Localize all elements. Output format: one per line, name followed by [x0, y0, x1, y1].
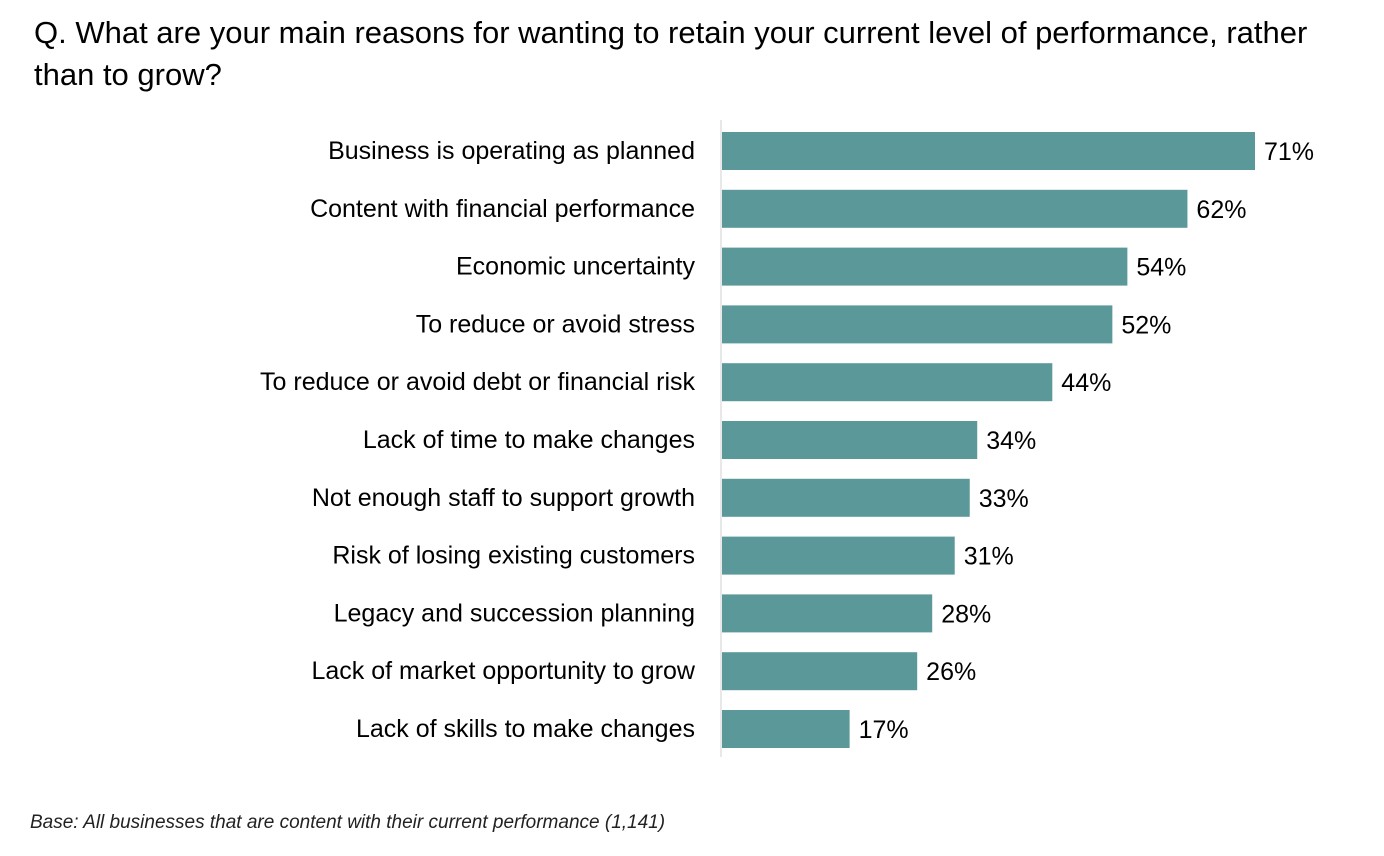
bar-row: To reduce or avoid debt or financial ris…: [260, 363, 1111, 402]
category-label: Legacy and succession planning: [334, 599, 695, 627]
category-label: To reduce or avoid stress: [416, 310, 695, 338]
data-label: 17%: [859, 716, 909, 744]
category-label: Lack of market opportunity to grow: [311, 657, 695, 685]
category-label: Lack of skills to make changes: [356, 715, 695, 743]
bar-row: Business is operating as planned 71%: [328, 132, 1314, 170]
chart-question-title: Q. What are your main reasons for wantin…: [34, 15, 1308, 92]
category-label: Not enough staff to support growth: [312, 484, 695, 512]
category-label: Risk of losing existing customers: [332, 542, 695, 570]
bar-row: Content with financial performance 62%: [310, 189, 1246, 228]
bar-row: Not enough staff to support growth 33%: [312, 478, 1029, 517]
bar-row: Lack of market opportunity to grow 26%: [311, 652, 976, 691]
bar: [722, 594, 933, 633]
data-label: 26%: [926, 658, 976, 686]
bar: [722, 363, 1053, 402]
data-label: 33%: [979, 485, 1029, 513]
bar: [722, 710, 850, 748]
data-label: 62%: [1196, 196, 1246, 224]
data-label: 31%: [964, 543, 1014, 571]
category-label: Business is operating as planned: [328, 137, 695, 165]
bar: [722, 421, 978, 459]
bar-row: To reduce or avoid stress 52%: [416, 305, 1171, 344]
bar: [722, 132, 1255, 170]
category-label: Content with financial performance: [310, 195, 695, 223]
data-label: 71%: [1264, 138, 1314, 166]
bar: [722, 247, 1128, 286]
data-label: 52%: [1121, 311, 1171, 339]
category-label: To reduce or avoid debt or financial ris…: [260, 368, 695, 396]
bar-row: Risk of losing existing customers 31%: [332, 536, 1014, 575]
bar: [722, 652, 918, 691]
data-label: 44%: [1061, 369, 1111, 397]
data-label: 34%: [986, 427, 1036, 455]
bar-row: Lack of skills to make changes 17%: [356, 710, 909, 748]
bar: [722, 189, 1188, 228]
bar-row: Legacy and succession planning 28%: [334, 594, 991, 633]
bar: [722, 478, 970, 517]
category-label: Economic uncertainty: [456, 253, 696, 281]
bar: [722, 305, 1113, 344]
data-label: 54%: [1136, 254, 1186, 282]
category-label: Lack of time to make changes: [363, 426, 695, 454]
base-footnote: Base: All businesses that are content wi…: [30, 812, 666, 833]
horizontal-bar-chart: Business is operating as planned 71% Conte…: [260, 120, 1314, 757]
bar-row: Lack of time to make changes 34%: [363, 421, 1036, 459]
bar: [722, 536, 955, 575]
bar-row: Economic uncertainty 54%: [456, 247, 1186, 286]
data-label: 28%: [941, 600, 991, 628]
